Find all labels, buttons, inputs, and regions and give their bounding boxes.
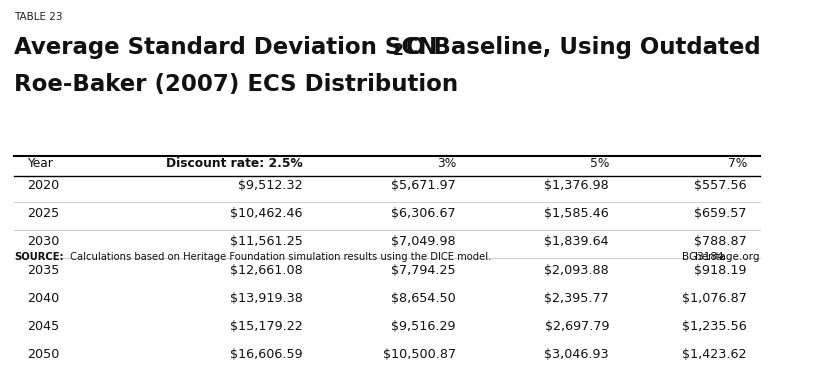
Text: $9,516.29: $9,516.29 [391, 320, 456, 333]
Text: 2030: 2030 [27, 235, 59, 248]
Text: $2,395.77: $2,395.77 [544, 292, 609, 305]
Text: $10,500.87: $10,500.87 [383, 348, 456, 361]
Text: O Baseline, Using Outdated: O Baseline, Using Outdated [406, 36, 761, 60]
Text: Roe-Baker (2007) ECS Distribution: Roe-Baker (2007) ECS Distribution [14, 73, 458, 96]
Text: 2020: 2020 [27, 179, 59, 192]
Text: 2040: 2040 [27, 292, 59, 305]
Text: 2045: 2045 [27, 320, 59, 333]
Text: $788.87: $788.87 [694, 235, 747, 248]
Text: $1,235.56: $1,235.56 [682, 320, 747, 333]
Text: 2050: 2050 [27, 348, 59, 361]
Text: $15,179.22: $15,179.22 [230, 320, 303, 333]
Text: $1,585.46: $1,585.46 [544, 207, 609, 220]
Text: $8,654.50: $8,654.50 [391, 292, 456, 305]
Text: $1,376.98: $1,376.98 [544, 179, 609, 192]
Text: $1,839.64: $1,839.64 [544, 235, 609, 248]
Text: BG3184: BG3184 [681, 252, 724, 262]
Text: 2025: 2025 [27, 207, 59, 220]
Text: $5,671.97: $5,671.97 [391, 179, 456, 192]
Text: $2,697.79: $2,697.79 [544, 320, 609, 333]
Text: $10,462.46: $10,462.46 [230, 207, 303, 220]
Text: 2: 2 [393, 43, 403, 58]
Text: ⌂: ⌂ [719, 252, 725, 262]
Text: $9,512.32: $9,512.32 [238, 179, 303, 192]
Text: $6,306.67: $6,306.67 [391, 207, 456, 220]
Text: TABLE 23: TABLE 23 [14, 12, 63, 22]
Text: $7,794.25: $7,794.25 [391, 264, 456, 277]
Text: 5%: 5% [590, 158, 609, 171]
Text: Discount rate: 2.5%: Discount rate: 2.5% [166, 158, 303, 171]
Text: $16,606.59: $16,606.59 [230, 348, 303, 361]
Text: $918.19: $918.19 [695, 264, 747, 277]
Text: Year: Year [27, 158, 53, 171]
Text: 2035: 2035 [27, 264, 59, 277]
Text: heritage.org: heritage.org [695, 252, 760, 262]
Text: $557.56: $557.56 [695, 179, 747, 192]
Text: $1,423.62: $1,423.62 [682, 348, 747, 361]
Text: $13,919.38: $13,919.38 [230, 292, 303, 305]
Text: $659.57: $659.57 [695, 207, 747, 220]
Text: 3%: 3% [436, 158, 456, 171]
Text: $11,561.25: $11,561.25 [230, 235, 303, 248]
Text: $3,046.93: $3,046.93 [544, 348, 609, 361]
Text: $1,076.87: $1,076.87 [682, 292, 747, 305]
Text: $2,093.88: $2,093.88 [544, 264, 609, 277]
Text: $12,661.08: $12,661.08 [230, 264, 303, 277]
Text: Average Standard Deviation SCN: Average Standard Deviation SCN [14, 36, 437, 60]
Text: $7,049.98: $7,049.98 [391, 235, 456, 248]
Text: Calculations based on Heritage Foundation simulation results using the DICE mode: Calculations based on Heritage Foundatio… [67, 252, 492, 262]
Text: 7%: 7% [728, 158, 747, 171]
Text: SOURCE:: SOURCE: [14, 252, 64, 262]
